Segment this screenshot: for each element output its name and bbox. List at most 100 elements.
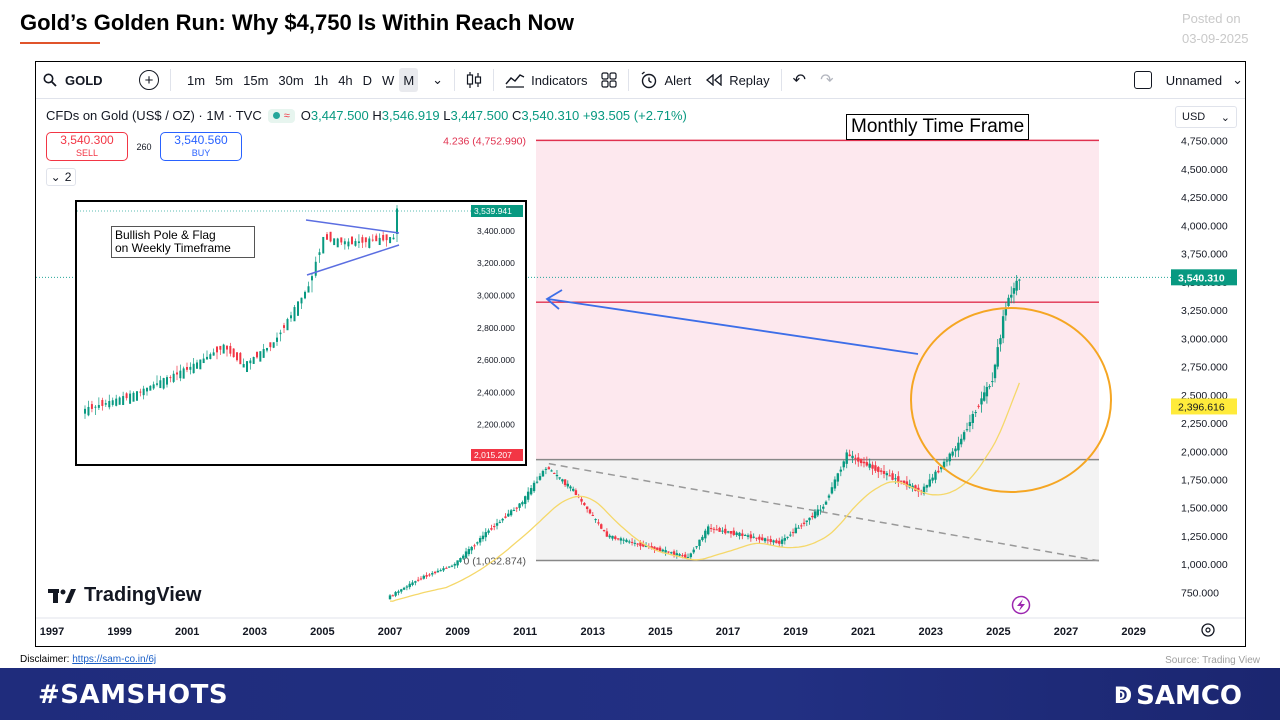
alert-button[interactable]: Alert	[633, 62, 698, 99]
candle-body	[845, 452, 848, 464]
candle-body	[436, 570, 440, 573]
timeframe-30m[interactable]: 30m	[278, 72, 304, 88]
candle	[515, 506, 518, 513]
candle-body	[518, 503, 521, 508]
candle	[521, 500, 524, 507]
inset-candle	[252, 356, 255, 364]
inset-candle	[329, 231, 332, 243]
candle	[721, 527, 724, 535]
layout-checkbox[interactable]	[1133, 71, 1152, 89]
inset-candle-body	[378, 237, 381, 246]
candle-body	[692, 549, 695, 553]
inset-candle	[304, 290, 306, 300]
posted-label: Posted on	[1182, 11, 1241, 26]
inset-candle	[354, 238, 357, 247]
inset-y-tick: 2,800.000	[477, 323, 515, 333]
candle-body	[431, 573, 434, 575]
inset-candle-body	[242, 364, 245, 368]
sell-button[interactable]: 3,540.300 SELL	[46, 132, 128, 161]
candle-body	[681, 555, 684, 557]
candle-body	[791, 532, 795, 534]
buy-price: 3,540.560	[174, 133, 228, 147]
candle	[555, 470, 559, 480]
candle	[712, 527, 716, 534]
layout-name[interactable]: Unnamed	[1165, 72, 1223, 88]
timeframe-1h[interactable]: 1h	[313, 72, 329, 88]
timeframe-4h[interactable]: 4h	[338, 72, 353, 88]
candle	[422, 574, 425, 580]
candle-body	[684, 554, 687, 558]
candle	[436, 568, 440, 573]
compare-button[interactable]: +	[132, 62, 166, 99]
inset-candle-body	[115, 398, 118, 406]
timeframe-15m[interactable]: 15m	[243, 72, 269, 88]
inset-candle-body	[192, 363, 195, 374]
candle-body	[724, 528, 727, 534]
inset-candle	[262, 343, 265, 358]
candle-body	[848, 454, 851, 457]
inset-candle	[182, 366, 185, 379]
candle-body	[746, 535, 750, 537]
candle-body	[940, 466, 943, 470]
candle-body	[908, 483, 911, 488]
candle-body	[811, 515, 814, 518]
descending-trendline	[548, 462, 1100, 562]
inset-candle-body	[269, 342, 272, 348]
inset-candle	[392, 234, 395, 240]
candle-body	[813, 511, 817, 518]
replay-button[interactable]: Replay	[698, 62, 776, 99]
candle	[630, 538, 634, 546]
brand-logo: ↁ SAMCO	[1114, 681, 1242, 711]
candle	[1012, 282, 1016, 304]
timeframe-1m[interactable]: 1m	[187, 72, 206, 88]
candle-body	[704, 530, 707, 539]
candle	[608, 533, 611, 539]
candle	[544, 466, 548, 475]
fib-level-label: 4.236 (4,752.990)	[443, 135, 526, 147]
candle-body	[879, 470, 883, 472]
candle	[450, 564, 454, 568]
inset-candle-body	[272, 342, 275, 348]
chart-type-button[interactable]	[459, 62, 489, 99]
inset-candle-body	[347, 241, 350, 247]
inset-candle	[125, 392, 128, 401]
inset-candle-body	[311, 276, 313, 281]
chevron-down-icon[interactable]: ⌄	[1232, 72, 1243, 87]
timeframe-d[interactable]: D	[362, 72, 373, 88]
candle-body	[619, 538, 623, 541]
timeframe-dropdown[interactable]: ⌄	[425, 62, 450, 99]
inset-candle-body	[186, 367, 188, 370]
inset-candle	[84, 405, 86, 419]
candle	[729, 530, 733, 538]
timeframe-w[interactable]: W	[382, 72, 395, 88]
indicator-count: 2	[64, 170, 72, 184]
candle	[791, 528, 795, 537]
inset-candle-body	[206, 356, 208, 360]
indicator-collapse-button[interactable]: ⌄ 2	[46, 168, 76, 186]
candle-body	[729, 531, 733, 534]
candle	[743, 533, 747, 537]
inset-y-tick: 2,600.000	[477, 355, 515, 365]
undo-button[interactable]: ↶	[786, 62, 813, 99]
symbol-search[interactable]: GOLD	[36, 62, 132, 99]
redo-button[interactable]: ↷	[813, 62, 840, 99]
buy-button[interactable]: 3,540.560 BUY	[160, 132, 242, 161]
templates-button[interactable]	[594, 62, 624, 99]
candle	[411, 580, 414, 587]
x-tick-label: 2023	[919, 626, 943, 638]
timeframe-m[interactable]: M	[399, 68, 419, 92]
rewind-icon	[706, 74, 722, 86]
candle-body	[985, 386, 989, 397]
disclaimer-link[interactable]: https://sam-co.in/6j	[72, 654, 157, 665]
candle	[470, 545, 473, 555]
currency-select[interactable]: USD ⌄	[1175, 106, 1237, 128]
candle	[405, 585, 409, 591]
candle	[597, 519, 600, 526]
inset-candle-body	[84, 408, 86, 414]
main-chart[interactable]: 0 (1,032.874)1 (1,926.367)4.236 (4,752.9…	[36, 100, 1246, 647]
candle	[954, 446, 957, 458]
tradingview-logo-text: TradingView	[84, 584, 202, 606]
indicators-button[interactable]: Indicators	[498, 62, 594, 99]
candle-body	[388, 595, 392, 600]
timeframe-5m[interactable]: 5m	[215, 72, 234, 88]
